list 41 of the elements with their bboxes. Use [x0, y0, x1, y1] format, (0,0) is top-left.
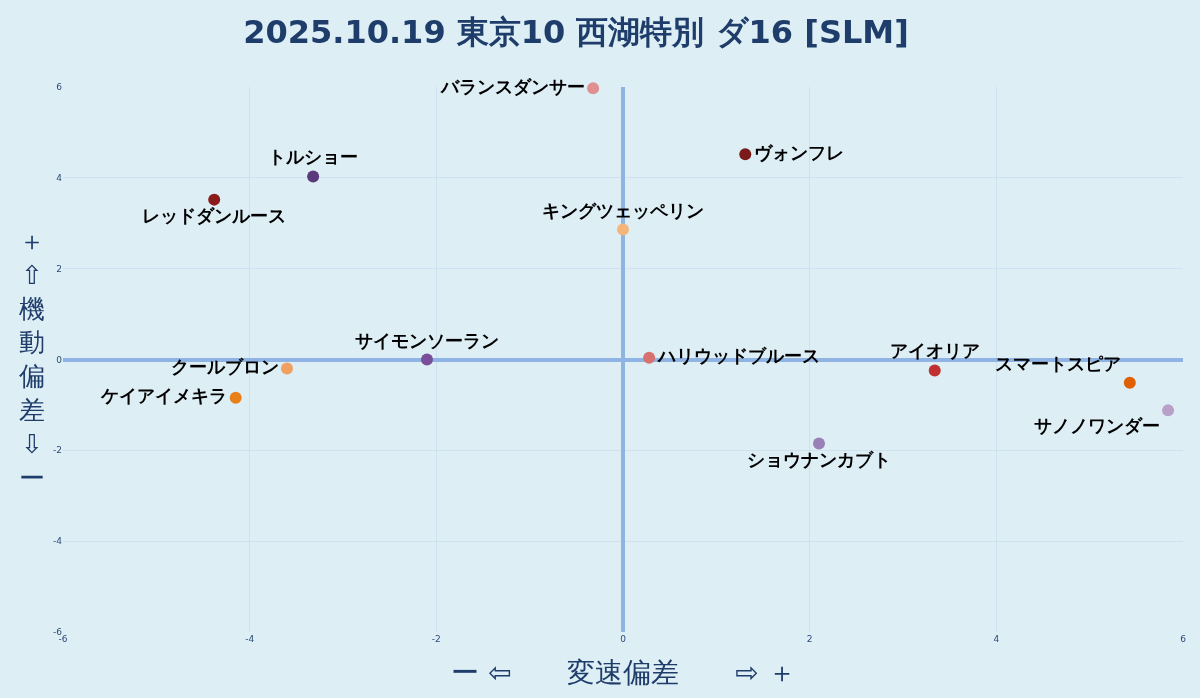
y-tick-label: 4 — [56, 172, 63, 183]
y-axis-title: ＋⇧機動偏差⇩ー — [19, 226, 45, 493]
y-tick-label: -2 — [53, 445, 62, 456]
x-tick-label: -4 — [245, 634, 255, 644]
y-tick-label: 6 — [56, 82, 63, 93]
series-label: クールブロン — [170, 356, 279, 378]
point — [587, 82, 600, 95]
series-label: サノノワンダー — [1033, 415, 1160, 437]
y-tick-label: -4 — [53, 536, 63, 547]
series-label: トルショー — [268, 146, 359, 168]
series-label: キングツェッペリン — [542, 199, 704, 221]
point — [739, 148, 752, 161]
series-label: ヴォンフレ — [753, 141, 844, 163]
x-axis-title: ー ⇦ 変速偏差 ⇨ ＋ — [451, 656, 796, 689]
y-tick-label: 2 — [56, 263, 62, 274]
point — [617, 223, 629, 236]
series-label: レッドダンルース — [142, 204, 287, 226]
point — [421, 353, 433, 366]
series-label: バランスダンサー — [439, 75, 585, 97]
point — [928, 364, 941, 377]
series-label: スマートスピア — [995, 352, 1122, 374]
series-label: ショウナンカブト — [747, 448, 891, 470]
point — [229, 391, 242, 404]
series-label: ケイアイメキラ — [100, 385, 228, 407]
series-label: ハリウッドブルース — [655, 345, 820, 367]
point — [281, 362, 293, 375]
point — [307, 170, 320, 183]
x-tick-label: 2 — [806, 634, 813, 644]
x-tick-label: -2 — [431, 634, 441, 644]
point — [813, 437, 825, 450]
point — [643, 351, 656, 364]
y-tick-label: 0 — [56, 354, 63, 365]
point — [1162, 404, 1175, 417]
point — [208, 193, 221, 206]
x-tick-label: 4 — [993, 634, 1000, 644]
x-tick-label: 6 — [1180, 634, 1187, 644]
x-tick-label: 0 — [620, 634, 627, 644]
series-label: アイオリア — [889, 340, 980, 362]
chart-title: 2025.10.19 東京10 西湖特別 ダ16 [SLM] — [243, 12, 909, 51]
series-label: サイモンソーラン — [355, 329, 499, 351]
point — [1123, 376, 1136, 389]
